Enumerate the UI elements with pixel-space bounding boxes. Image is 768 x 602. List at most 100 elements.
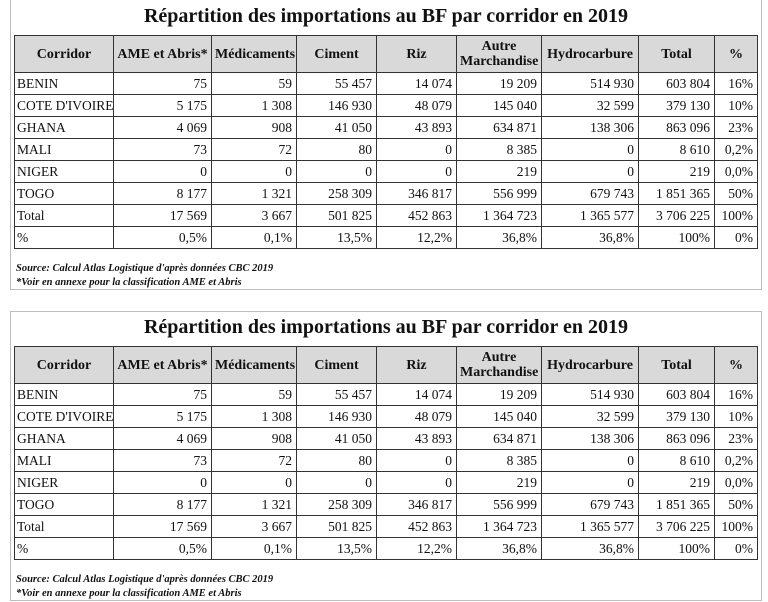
header-cell: Ciment: [296, 346, 377, 384]
panel-frame: [10, 0, 762, 290]
cell: 346 817: [376, 493, 457, 516]
cell: 603 804: [638, 383, 715, 406]
cell: 219: [638, 160, 715, 183]
cell: 145 040: [456, 94, 542, 117]
imports-table: Corridor AME et Abris* Médicaments Cimen…: [14, 35, 758, 249]
table-row: MALI 73 72 80 0 8 385 0 8 610 0,2%: [14, 449, 758, 472]
cell: 0,2%: [714, 449, 758, 472]
cell: 0: [541, 471, 639, 494]
cell: 5 175: [113, 94, 212, 117]
table-title: Répartition des importations au BF par c…: [143, 316, 629, 338]
row-label: NIGER: [14, 160, 114, 183]
cell: 0,1%: [211, 226, 297, 249]
cell: 8 610: [638, 449, 715, 472]
cell: 48 079: [376, 405, 457, 428]
cell: 452 863: [376, 204, 457, 227]
header-cell: Médicaments: [211, 35, 297, 73]
cell: 634 871: [456, 427, 542, 450]
table-row: TOGO 8 177 1 321 258 309 346 817 556 999…: [14, 182, 758, 205]
cell: 41 050: [296, 116, 377, 139]
cell: 100%: [714, 204, 758, 227]
cell: 258 309: [296, 182, 377, 205]
cell: 43 893: [376, 116, 457, 139]
cell: 100%: [638, 226, 715, 249]
table-row: NIGER 0 0 0 0 219 0 219 0,0%: [14, 471, 758, 494]
cell: 1 321: [211, 182, 297, 205]
cell: 0,5%: [113, 226, 212, 249]
cell: 36,8%: [456, 226, 542, 249]
cell: 17 569: [113, 204, 212, 227]
table-row: TOGO 8 177 1 321 258 309 346 817 556 999…: [14, 493, 758, 516]
cell: 3 667: [211, 204, 297, 227]
cell: 13,5%: [296, 226, 377, 249]
cell: 603 804: [638, 72, 715, 95]
cell: 19 209: [456, 383, 542, 406]
cell: 679 743: [541, 493, 639, 516]
cell: 19 209: [456, 72, 542, 95]
cell: 48 079: [376, 94, 457, 117]
cell: 219: [456, 160, 542, 183]
cell: 13,5%: [296, 537, 377, 560]
table-panel-1: Répartition des importations au BF par c…: [10, 0, 762, 290]
cell: 50%: [714, 182, 758, 205]
cell: 145 040: [456, 405, 542, 428]
cell: 0: [296, 160, 377, 183]
cell: 0,5%: [113, 537, 212, 560]
cell: 0,0%: [714, 471, 758, 494]
table-row: COTE D'IVOIRE 5 175 1 308 146 930 48 079…: [14, 94, 758, 117]
cell: 8 385: [456, 138, 542, 161]
row-label: Total: [14, 515, 114, 538]
header-cell: AME et Abris*: [113, 346, 212, 384]
cell: 80: [296, 449, 377, 472]
panel-frame: [10, 311, 762, 601]
cell: 80: [296, 138, 377, 161]
cell: 0: [113, 471, 212, 494]
cell: 379 130: [638, 94, 715, 117]
row-label: COTE D'IVOIRE: [14, 405, 114, 428]
header-cell: Corridor: [14, 346, 114, 384]
cell: 10%: [714, 94, 758, 117]
table-row: GHANA 4 069 908 41 050 43 893 634 871 13…: [14, 427, 758, 450]
percent-row: % 0,5% 0,1% 13,5% 12,2% 36,8% 36,8% 100%…: [14, 537, 758, 560]
cell: 0: [376, 449, 457, 472]
cell: 514 930: [541, 72, 639, 95]
cell: 146 930: [296, 405, 377, 428]
cell: 1 365 577: [541, 515, 639, 538]
table-row: NIGER 0 0 0 0 219 0 219 0,0%: [14, 160, 758, 183]
cell: 146 930: [296, 94, 377, 117]
header-cell: AME et Abris*: [113, 35, 212, 73]
cell: 0,1%: [211, 537, 297, 560]
cell: 1 321: [211, 493, 297, 516]
cell: 634 871: [456, 116, 542, 139]
cell: 1 364 723: [456, 204, 542, 227]
cell: 219: [638, 471, 715, 494]
table-panel-2: Répartition des importations au BF par c…: [10, 311, 762, 601]
header-cell: %: [714, 346, 758, 384]
row-label: Total: [14, 204, 114, 227]
cell: 23%: [714, 116, 758, 139]
row-label: BENIN: [14, 72, 114, 95]
cell: 3 706 225: [638, 204, 715, 227]
cell: 0%: [714, 537, 758, 560]
cell: 0%: [714, 226, 758, 249]
row-label: GHANA: [14, 116, 114, 139]
header-cell: Autre Marchandise: [456, 346, 542, 384]
cell: 0: [541, 160, 639, 183]
annex-note: *Voir en annexe pour la classification A…: [16, 277, 242, 288]
cell: 1 365 577: [541, 204, 639, 227]
header-cell: Ciment: [296, 35, 377, 73]
cell: 17 569: [113, 515, 212, 538]
cell: 8 177: [113, 182, 212, 205]
row-label: %: [14, 537, 114, 560]
cell: 14 074: [376, 72, 457, 95]
table-row: GHANA 4 069 908 41 050 43 893 634 871 13…: [14, 116, 758, 139]
cell: 8 177: [113, 493, 212, 516]
header-cell: %: [714, 35, 758, 73]
row-label: NIGER: [14, 471, 114, 494]
cell: 0,0%: [714, 160, 758, 183]
header-row: Corridor AME et Abris* Médicaments Cimen…: [14, 346, 758, 384]
header-cell: Total: [638, 346, 715, 384]
cell: 8 385: [456, 449, 542, 472]
cell: 138 306: [541, 116, 639, 139]
cell: 0: [376, 138, 457, 161]
